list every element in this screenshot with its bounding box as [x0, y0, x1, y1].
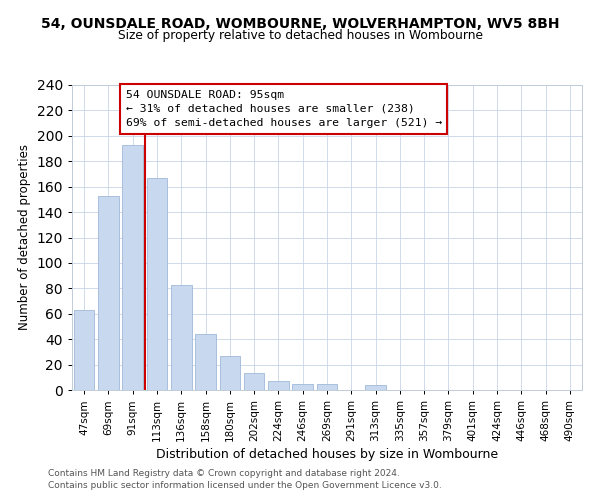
- Bar: [195, 334, 216, 390]
- Y-axis label: Number of detached properties: Number of detached properties: [18, 144, 31, 330]
- Bar: [171, 284, 191, 390]
- Bar: [317, 384, 337, 390]
- Bar: [244, 374, 265, 390]
- X-axis label: Distribution of detached houses by size in Wombourne: Distribution of detached houses by size …: [156, 448, 498, 461]
- Bar: [365, 385, 386, 390]
- Bar: [268, 381, 289, 390]
- Bar: [74, 310, 94, 390]
- Text: 54 OUNSDALE ROAD: 95sqm
← 31% of detached houses are smaller (238)
69% of semi-d: 54 OUNSDALE ROAD: 95sqm ← 31% of detache…: [125, 90, 442, 128]
- Bar: [146, 178, 167, 390]
- Text: Contains public sector information licensed under the Open Government Licence v3: Contains public sector information licen…: [48, 481, 442, 490]
- Bar: [292, 384, 313, 390]
- Bar: [220, 356, 240, 390]
- Text: 54, OUNSDALE ROAD, WOMBOURNE, WOLVERHAMPTON, WV5 8BH: 54, OUNSDALE ROAD, WOMBOURNE, WOLVERHAMP…: [41, 18, 559, 32]
- Text: Size of property relative to detached houses in Wombourne: Size of property relative to detached ho…: [118, 29, 482, 42]
- Bar: [122, 144, 143, 390]
- Text: Contains HM Land Registry data © Crown copyright and database right 2024.: Contains HM Land Registry data © Crown c…: [48, 468, 400, 477]
- Bar: [98, 196, 119, 390]
